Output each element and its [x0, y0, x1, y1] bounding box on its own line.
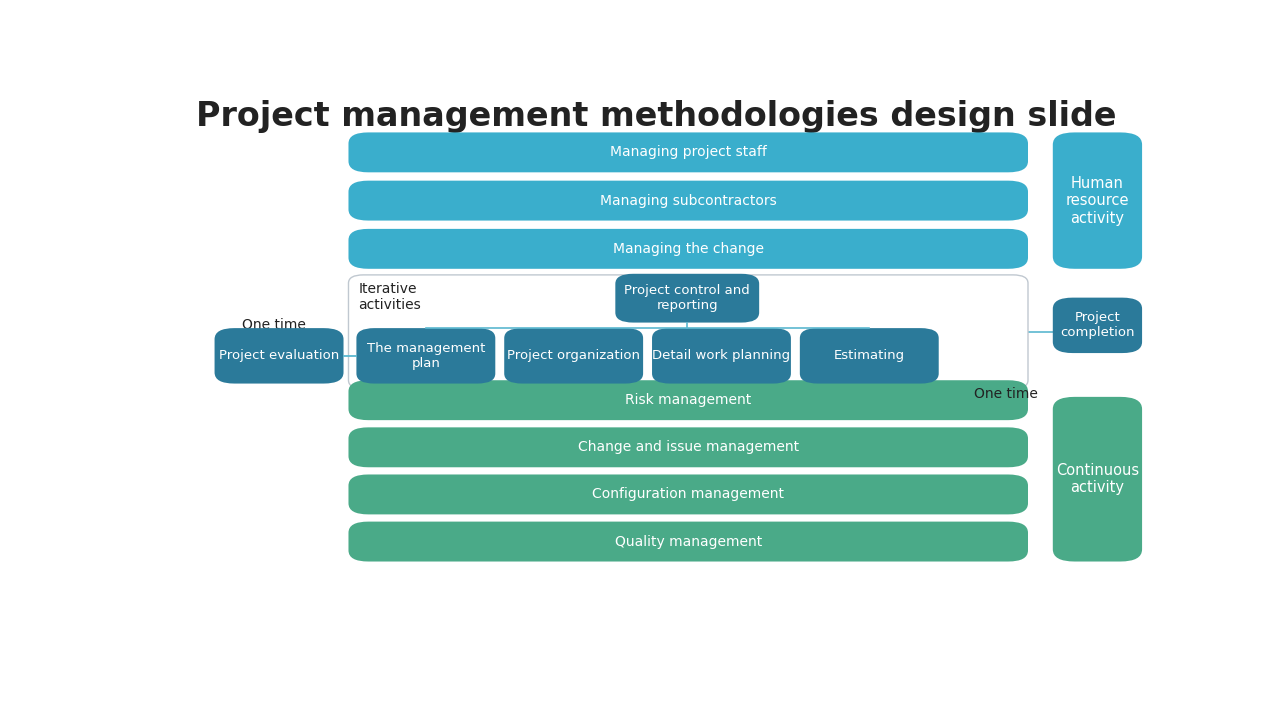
Text: One time: One time: [242, 318, 306, 332]
Text: The management
plan: The management plan: [366, 342, 485, 370]
Text: One time: One time: [974, 387, 1038, 401]
FancyBboxPatch shape: [652, 328, 791, 384]
FancyBboxPatch shape: [504, 328, 643, 384]
FancyBboxPatch shape: [1053, 132, 1142, 269]
FancyBboxPatch shape: [215, 328, 343, 384]
FancyBboxPatch shape: [800, 328, 938, 384]
Text: Managing subcontractors: Managing subcontractors: [600, 194, 777, 207]
FancyBboxPatch shape: [356, 328, 495, 384]
Text: Iterative
activities: Iterative activities: [358, 282, 421, 312]
FancyBboxPatch shape: [1053, 397, 1142, 562]
FancyBboxPatch shape: [616, 274, 759, 323]
Text: Project evaluation: Project evaluation: [219, 349, 339, 362]
Text: Risk management: Risk management: [625, 393, 751, 408]
Text: Project
completion: Project completion: [1060, 311, 1134, 339]
FancyBboxPatch shape: [348, 474, 1028, 514]
Text: Change and issue management: Change and issue management: [577, 441, 799, 454]
Text: Configuration management: Configuration management: [593, 487, 785, 501]
FancyBboxPatch shape: [348, 229, 1028, 269]
FancyBboxPatch shape: [348, 181, 1028, 220]
Text: Project control and
reporting: Project control and reporting: [625, 284, 750, 312]
FancyBboxPatch shape: [1053, 297, 1142, 353]
Text: Managing project staff: Managing project staff: [609, 145, 767, 159]
Text: Detail work planning: Detail work planning: [653, 349, 791, 362]
FancyBboxPatch shape: [348, 428, 1028, 467]
Text: Quality management: Quality management: [614, 534, 762, 549]
Text: Managing the change: Managing the change: [613, 242, 764, 256]
FancyBboxPatch shape: [348, 275, 1028, 389]
Text: Project management methodologies design slide: Project management methodologies design …: [196, 100, 1116, 133]
Text: Project organization: Project organization: [507, 349, 640, 362]
FancyBboxPatch shape: [348, 521, 1028, 562]
Text: Human
resource
activity: Human resource activity: [1066, 176, 1129, 225]
Text: Continuous
activity: Continuous activity: [1056, 463, 1139, 495]
FancyBboxPatch shape: [348, 380, 1028, 420]
Text: Estimating: Estimating: [833, 349, 905, 362]
FancyBboxPatch shape: [348, 132, 1028, 172]
